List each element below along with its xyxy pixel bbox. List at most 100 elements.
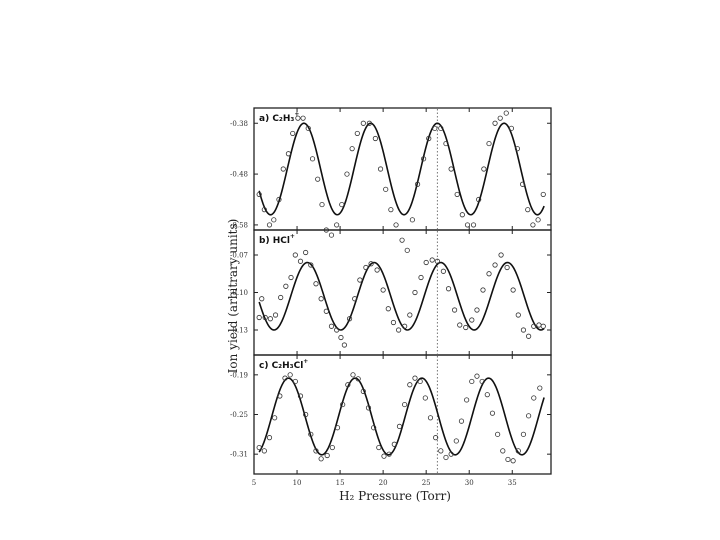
data-point bbox=[386, 451, 392, 457]
data-point bbox=[372, 135, 378, 142]
data-point bbox=[402, 323, 408, 329]
data-point bbox=[470, 222, 477, 228]
data-point bbox=[481, 166, 487, 172]
data-point bbox=[448, 451, 454, 457]
data-point bbox=[363, 264, 369, 271]
data-point bbox=[267, 316, 273, 322]
data-point bbox=[346, 316, 353, 322]
data-point bbox=[469, 317, 475, 323]
data-point bbox=[402, 401, 408, 408]
data-point bbox=[537, 385, 543, 391]
data-point bbox=[489, 410, 496, 416]
data-point bbox=[371, 425, 377, 431]
data-point bbox=[390, 319, 397, 326]
data-point bbox=[376, 444, 382, 451]
data-point bbox=[492, 262, 498, 268]
data-point bbox=[418, 274, 424, 281]
data-point bbox=[412, 289, 418, 296]
data-point bbox=[443, 454, 449, 461]
data-point bbox=[404, 247, 410, 253]
data-point bbox=[526, 333, 532, 339]
data-point bbox=[383, 186, 389, 192]
data-point bbox=[360, 120, 366, 126]
data-point bbox=[540, 191, 546, 198]
data-point bbox=[464, 222, 471, 228]
data-point bbox=[329, 444, 335, 451]
panels-group: -0.38 -0.48 -0.58 a) C₂H₃+ -0.07 -0.10 -0.13 b)… bbox=[230, 107, 552, 475]
data-point bbox=[492, 120, 498, 126]
data-point bbox=[510, 287, 516, 293]
data-point bbox=[318, 296, 324, 302]
data-point bbox=[290, 130, 296, 137]
data-point bbox=[504, 264, 510, 271]
x-tick-label: 35 bbox=[508, 479, 517, 487]
data-point bbox=[508, 125, 514, 131]
data-point bbox=[519, 181, 526, 187]
data-point bbox=[350, 372, 356, 378]
panel-frame bbox=[253, 107, 552, 231]
panel-3: -0.19 -0.25 -0.31 c) C₂H₃Cl+ bbox=[230, 354, 552, 475]
data-point bbox=[464, 397, 470, 403]
panel-frame bbox=[253, 354, 552, 475]
data-point bbox=[277, 393, 283, 399]
data-point bbox=[391, 441, 397, 447]
data-point bbox=[288, 274, 294, 281]
data-point bbox=[420, 156, 427, 162]
data-point bbox=[463, 324, 469, 331]
data-point bbox=[328, 323, 335, 329]
data-point bbox=[497, 115, 503, 121]
data-point bbox=[313, 281, 319, 287]
data-point bbox=[445, 286, 452, 292]
data-point bbox=[414, 181, 421, 187]
y-tick-label: -0.10 bbox=[230, 289, 248, 297]
data-point bbox=[393, 222, 399, 228]
panel-label: c) C₂H₃Cl+ bbox=[259, 358, 308, 371]
data-point bbox=[262, 314, 268, 321]
data-point bbox=[272, 312, 279, 318]
panel-label-superscript: + bbox=[303, 358, 308, 365]
x-tick-label: 20 bbox=[379, 479, 388, 487]
y-axis-title: Ion yield (arbitrary units) bbox=[226, 219, 240, 374]
data-point bbox=[535, 217, 541, 223]
fit-curve bbox=[258, 122, 545, 216]
data-point bbox=[256, 314, 262, 321]
data-point bbox=[354, 130, 360, 137]
data-point bbox=[297, 393, 304, 399]
data-point bbox=[438, 448, 444, 454]
data-point bbox=[503, 110, 509, 116]
data-point bbox=[357, 277, 363, 283]
y-tick-label: -0.07 bbox=[230, 252, 248, 260]
data-point bbox=[295, 115, 301, 121]
data-point bbox=[308, 262, 314, 268]
data-point bbox=[438, 125, 444, 131]
data-point bbox=[500, 448, 506, 454]
data-point bbox=[305, 125, 311, 131]
data-point bbox=[409, 217, 415, 223]
data-point bbox=[484, 392, 490, 398]
y-tick-label: -0.13 bbox=[230, 327, 248, 335]
data-point bbox=[341, 342, 347, 348]
data-point bbox=[515, 448, 521, 454]
x-tick-labels: 5 10 15 20 25 30 35 bbox=[252, 479, 517, 487]
data-point bbox=[531, 323, 537, 329]
data-point bbox=[328, 232, 335, 238]
data-point bbox=[469, 378, 475, 385]
data-point bbox=[287, 372, 293, 378]
y-tick-label: -0.38 bbox=[230, 120, 248, 128]
x-tick-label: 25 bbox=[422, 479, 431, 487]
data-point bbox=[515, 312, 521, 318]
data-point bbox=[334, 327, 340, 333]
data-point bbox=[451, 307, 458, 313]
data-point bbox=[334, 425, 341, 431]
data-point bbox=[266, 222, 273, 228]
data-point bbox=[271, 217, 277, 223]
data-point bbox=[280, 166, 286, 172]
data-point bbox=[365, 405, 372, 411]
data-point bbox=[323, 308, 329, 314]
data-point bbox=[531, 395, 537, 401]
x-axis-title: H₂ Pressure (Torr) bbox=[339, 489, 451, 503]
data-point bbox=[344, 171, 350, 177]
data-point bbox=[407, 382, 413, 388]
data-point bbox=[380, 287, 386, 293]
